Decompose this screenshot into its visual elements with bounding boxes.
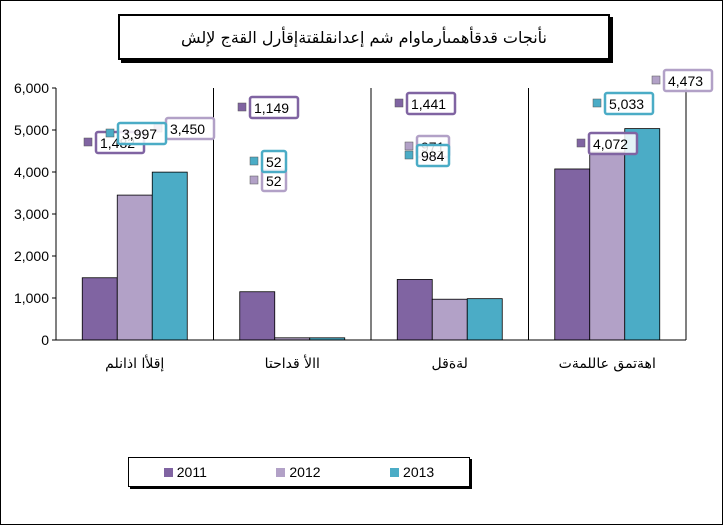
data-label-box — [603, 91, 655, 116]
category-label: االأ قداحتا — [265, 354, 320, 372]
data-label-marker — [83, 137, 93, 147]
category-label: إقلأا اذانلم — [105, 354, 164, 372]
legend-item-2011: 2011 — [163, 464, 207, 480]
data-label-box — [248, 95, 300, 120]
data-label-box — [260, 149, 288, 174]
data-label: 1,441 — [411, 96, 446, 112]
legend-swatch-2011 — [163, 467, 173, 477]
bar-2012-3 — [589, 151, 626, 341]
data-label-marker — [394, 98, 404, 108]
data-label: 52 — [266, 154, 282, 170]
y-tick-label: 5,000 — [14, 122, 49, 138]
bar-2013-0 — [151, 171, 188, 341]
y-tick-label: 2,000 — [14, 248, 49, 264]
data-label: 4,473 — [668, 73, 703, 89]
data-label-marker — [651, 75, 661, 85]
chart-title: نأنجات قدقأهمىأرماوام شم إعدانقلقتةإقأرل… — [118, 14, 610, 60]
data-label: 3,997 — [122, 126, 157, 142]
data-label-marker — [592, 98, 602, 108]
data-label-box — [587, 131, 639, 156]
legend-item-2012: 2012 — [276, 464, 321, 480]
bar-2011-2 — [396, 279, 433, 341]
legend-item-2013: 2013 — [390, 464, 434, 480]
category-label: لةةقل — [432, 356, 468, 372]
data-label-box — [116, 121, 168, 146]
legend-label-2012: 2012 — [289, 464, 321, 480]
data-label-marker — [105, 128, 115, 138]
y-tick-label: 6,000 — [14, 80, 49, 96]
data-label-marker — [249, 175, 259, 185]
bar-2011-3 — [554, 168, 591, 341]
bar-2013-3 — [624, 128, 661, 341]
legend-label-2011: 2011 — [176, 464, 207, 480]
data-label: 4,072 — [593, 136, 628, 152]
data-label: 984 — [421, 148, 445, 164]
bar-2011-0 — [81, 277, 118, 341]
data-label: 52 — [266, 173, 282, 189]
bar-2012-2 — [431, 298, 468, 341]
data-label: 1,149 — [254, 100, 289, 116]
data-label-marker — [576, 138, 586, 148]
bar-2012-0 — [116, 194, 153, 341]
y-tick-label: 0 — [41, 332, 49, 348]
bar-2013-2 — [466, 298, 503, 341]
y-tick-label: 3,000 — [14, 206, 49, 222]
data-label-marker — [404, 141, 414, 151]
legend-label-2013: 2013 — [403, 464, 435, 480]
legend-swatch-2013 — [390, 467, 400, 477]
data-label: 5,033 — [609, 96, 644, 112]
data-label-box — [415, 143, 451, 168]
data-label-marker — [237, 102, 247, 112]
chart-legend: 2011 2012 2013 — [128, 457, 470, 487]
data-label-box — [405, 91, 457, 116]
legend-swatch-2012 — [276, 467, 286, 477]
data-label-marker — [404, 150, 414, 160]
category-label: اهةتمق عاللمةت — [559, 356, 656, 372]
data-label: 3,450 — [170, 121, 205, 137]
bar-2011-1 — [239, 291, 276, 341]
chart-title-text: نأنجات قدقأهمىأرماوام شم إعدانقلقتةإقأرل… — [181, 27, 547, 47]
data-label-marker — [249, 156, 259, 166]
data-label-box — [662, 68, 714, 93]
y-tick-label: 4,000 — [14, 164, 49, 180]
y-tick-label: 1,000 — [14, 290, 49, 306]
